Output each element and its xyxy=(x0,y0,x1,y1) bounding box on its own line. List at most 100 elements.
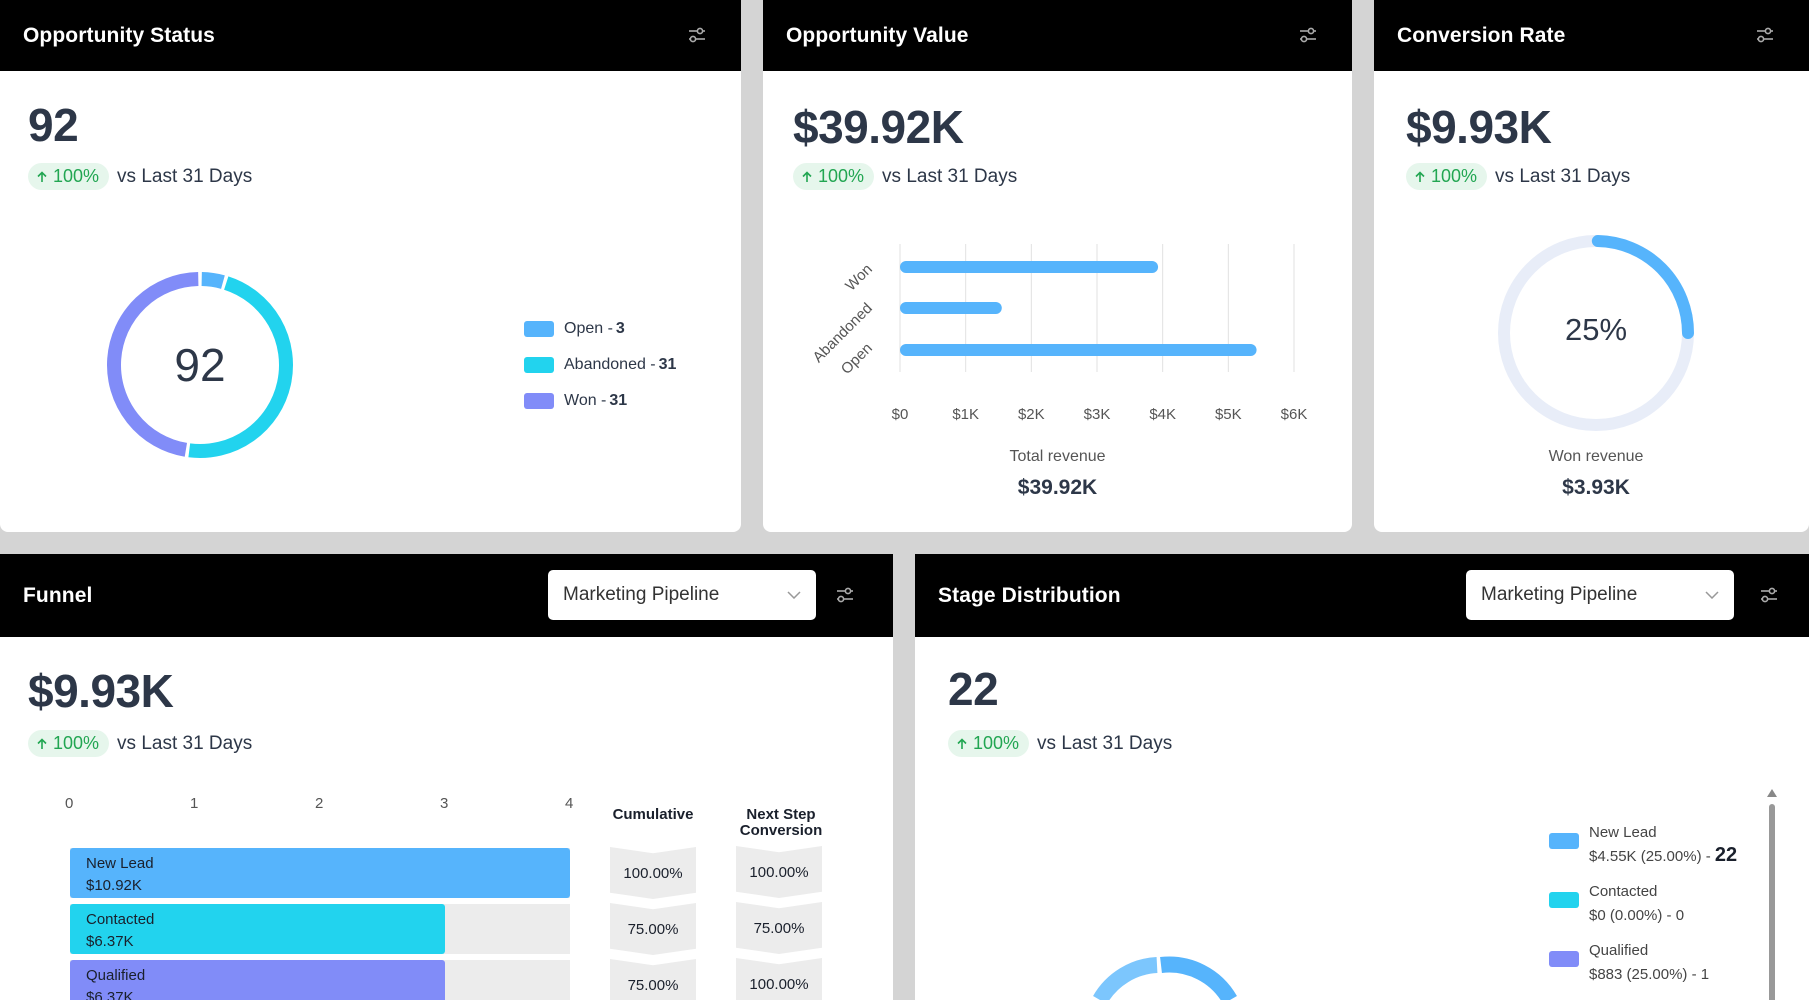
trend-row: 100% vs Last 31 Days xyxy=(28,730,252,757)
funnel-stage-name: New Lead xyxy=(86,855,154,872)
arrow-up-icon xyxy=(37,170,47,182)
x-tick-label: $4K xyxy=(1149,406,1176,423)
stage-donut-chart xyxy=(1093,956,1237,1000)
x-tick-label: $0 xyxy=(892,406,909,423)
card-title: Funnel xyxy=(23,583,93,607)
stage-legend-item-new-lead[interactable]: New Lead $4.55K (25.00%) - 22 xyxy=(1549,821,1737,868)
gauge-center-value: 25% xyxy=(1564,312,1628,347)
trend-row: 100% vs Last 31 Days xyxy=(948,730,1172,757)
funnel-card: Funnel Marketing Pipeline $9.93K 100% vs… xyxy=(0,554,893,1000)
pipeline-select-value: Marketing Pipeline xyxy=(563,584,720,605)
legend-swatch xyxy=(524,321,554,337)
donut-center-value: 92 xyxy=(174,339,225,391)
funnel-axis-tick: 3 xyxy=(440,795,449,812)
kpi-value: $9.93K xyxy=(1406,101,1552,153)
legend-stage-detail: $883 (25.00%) - 1 xyxy=(1589,966,1710,983)
legend-swatch xyxy=(1549,892,1579,908)
legend-swatch xyxy=(524,357,554,373)
legend-label: Won - xyxy=(564,392,607,409)
status-donut-segment xyxy=(188,276,293,458)
kpi-value: $39.92K xyxy=(793,101,964,153)
conversion-rate-header: Conversion Rate xyxy=(1374,0,1809,71)
filter-settings-icon[interactable] xyxy=(1755,26,1775,44)
chevron-down-icon xyxy=(787,591,801,599)
trend-row: 100% vs Last 31 Days xyxy=(1406,163,1630,190)
legend-stage-detail: $4.55K (25.00%) - 22 xyxy=(1589,844,1738,866)
won-revenue-label: Won revenue xyxy=(1548,448,1644,465)
value-bar-open xyxy=(900,344,1257,356)
scrollbar-thumb[interactable] xyxy=(1769,804,1775,1000)
x-tick-label: $3K xyxy=(1084,406,1111,423)
cumulative-value: 75.00% xyxy=(610,959,696,1000)
stage-distribution-header: Stage Distribution Marketing Pipeline xyxy=(915,554,1809,637)
card-title: Stage Distribution xyxy=(938,583,1121,607)
kpi-value: 92 xyxy=(28,99,79,151)
legend-stage-name: Qualified xyxy=(1589,942,1649,959)
funnel-axis-tick: 4 xyxy=(565,795,574,812)
funnel-header: Funnel Marketing Pipeline xyxy=(0,554,893,637)
change-badge: 100% xyxy=(948,730,1030,757)
funnel-stage-name: Contacted xyxy=(86,911,155,928)
gauge-progress xyxy=(1591,235,1694,339)
funnel-stage-amount: $10.92K xyxy=(86,877,142,894)
comparison-text: vs Last 31 Days xyxy=(1037,732,1173,754)
legend-label: Open - xyxy=(564,320,613,337)
legend-swatch xyxy=(1549,951,1579,967)
legend-stage-name: Contacted xyxy=(1589,883,1658,900)
status-donut-chart: 92 xyxy=(107,272,293,458)
stage-distribution-card: Stage Distribution Marketing Pipeline 22… xyxy=(915,554,1809,1000)
stage-donut-segment xyxy=(1093,957,1158,1000)
opportunity-status-card: Opportunity Status 92 100% vs Last 31 Da… xyxy=(0,0,741,532)
funnel-stage-amount: $6.37K xyxy=(86,933,134,950)
cumulative-value: 75.00% xyxy=(610,903,696,955)
funnel-stage-name: Qualified xyxy=(86,967,146,984)
card-title: Conversion Rate xyxy=(1397,23,1566,47)
change-badge: 100% xyxy=(28,163,110,190)
legend-scrollbar[interactable] xyxy=(1767,788,1777,1000)
cumulative-value: 100.00% xyxy=(610,847,696,899)
comparison-text: vs Last 31 Days xyxy=(117,165,253,187)
pipeline-select-value: Marketing Pipeline xyxy=(1481,584,1638,605)
card-title: Opportunity Status xyxy=(23,23,215,47)
opportunity-value-card: Opportunity Value $39.92K 100% vs Last 3… xyxy=(763,0,1352,532)
funnel-axis-tick: 0 xyxy=(65,795,74,812)
legend-item-won[interactable]: Won - 31 xyxy=(524,392,627,410)
status-donut-segment xyxy=(201,272,225,289)
arrow-up-icon xyxy=(802,170,812,182)
x-tick-label: $5K xyxy=(1215,406,1242,423)
filter-settings-icon[interactable] xyxy=(1759,586,1779,604)
scroll-up-icon[interactable] xyxy=(1766,788,1778,798)
stage-legend-item-contacted[interactable]: Contacted $0 (0.00%) - 0 xyxy=(1549,880,1684,927)
legend-label: Abandoned - xyxy=(564,356,656,373)
pipeline-select[interactable]: Marketing Pipeline xyxy=(1466,570,1734,620)
filter-settings-icon[interactable] xyxy=(687,26,707,44)
comparison-text: vs Last 31 Days xyxy=(117,732,253,754)
legend-item-open[interactable]: Open - 3 xyxy=(524,320,625,338)
stage-donut-segment xyxy=(1160,956,1237,1000)
change-badge: 100% xyxy=(1406,163,1488,190)
opportunity-status-header: Opportunity Status xyxy=(0,0,741,71)
legend-stage-name: New Lead xyxy=(1589,824,1657,841)
arrow-up-icon xyxy=(37,737,47,749)
opportunity-value-header: Opportunity Value xyxy=(763,0,1352,71)
filter-settings-icon[interactable] xyxy=(1298,26,1318,44)
legend-swatch xyxy=(524,393,554,409)
funnel-stage-amount: $6.37K xyxy=(86,989,134,1000)
total-revenue-label: Total revenue xyxy=(1009,448,1106,465)
legend-swatch xyxy=(1549,833,1579,849)
next-step-conversion-value: 75.00% xyxy=(736,902,822,954)
funnel-bar-new-lead[interactable]: New Lead $10.92K xyxy=(70,848,570,898)
filter-settings-icon[interactable] xyxy=(835,586,855,604)
value-bar-won xyxy=(900,261,1159,273)
funnel-bar-qualified[interactable]: Qualified $6.37K xyxy=(70,960,445,1000)
funnel-bar-contacted[interactable]: Contacted $6.37K xyxy=(70,904,445,954)
next-step-conversion-value: 100.00% xyxy=(736,958,822,1000)
pipeline-select[interactable]: Marketing Pipeline xyxy=(548,570,816,620)
stage-legend-item-qualified[interactable]: Qualified $883 (25.00%) - 1 xyxy=(1549,939,1709,986)
funnel-axis-tick: 2 xyxy=(315,795,324,812)
legend-item-abandoned[interactable]: Abandoned - 31 xyxy=(524,356,676,374)
chevron-down-icon xyxy=(1705,591,1719,599)
y-category-label: Open xyxy=(838,340,876,378)
won-revenue-value: $3.93K xyxy=(1562,476,1630,499)
